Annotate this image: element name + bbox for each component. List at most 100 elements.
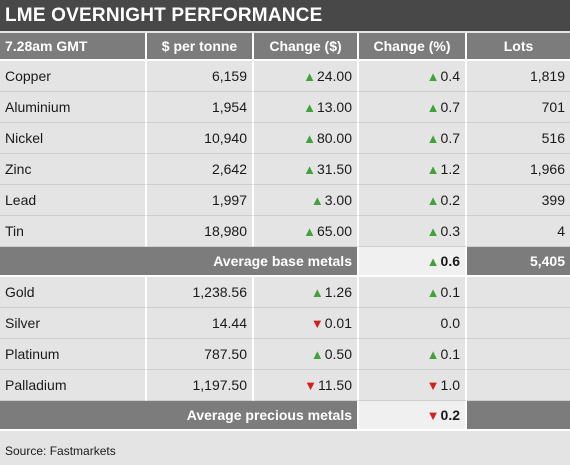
change-pct-value: 0.2 [440,192,460,208]
change-usd-cell: ▼11.50 [254,370,359,401]
change-usd-value: 24.00 [316,68,352,84]
change-usd-value: 80.00 [316,130,352,146]
change-pct-cell: ▲0.1 [359,277,467,308]
change-pct-value: 0.7 [440,99,460,115]
triangle-up-icon: ▲ [426,131,440,146]
change-usd-cell: ▲13.00 [254,92,359,123]
metal-row: Gold 1,238.56 ▲1.26 ▲0.1 [0,277,570,308]
price-value: 1,997 [147,185,254,216]
change-usd-cell: ▲1.26 [254,277,359,308]
performance-table: 7.28am GMT $ per tonne Change ($) Change… [0,33,570,431]
average-change-pct-cell: ▼0.2 [359,401,467,431]
triangle-up-icon: ▲ [426,347,440,362]
change-pct-value: 0.1 [440,284,460,300]
header-change-pct: Change (%) [359,33,467,61]
change-pct-value: 0.4 [440,68,460,84]
metal-name: Gold [0,277,147,308]
price-value: 1,197.50 [147,370,254,401]
triangle-up-icon: ▲ [303,162,316,177]
price-value: 14.44 [147,308,254,339]
precious-average-row-lots [467,401,570,431]
metal-row: Palladium 1,197.50 ▼11.50 ▼1.0 [0,370,570,401]
change-pct-cell: ▼1.0 [359,370,467,401]
header-price: $ per tonne [147,33,254,61]
lots-value [467,277,570,308]
price-value: 10,940 [147,123,254,154]
change-usd-cell: ▲80.00 [254,123,359,154]
change-usd-value: 65.00 [316,223,352,239]
metal-row: Tin 18,980 ▲65.00 ▲0.3 4 [0,216,570,247]
triangle-up-icon: ▲ [303,224,316,239]
change-pct-cell: ▲0.7 [359,92,467,123]
price-value: 6,159 [147,61,254,92]
header-time: 7.28am GMT [0,33,147,61]
metal-name: Zinc [0,154,147,185]
lots-value [467,339,570,370]
base-average-row-lots: 5,405 [467,247,570,277]
lots-value [467,308,570,339]
change-pct-value: 1.2 [440,161,460,177]
metal-row: Lead 1,997 ▲3.00 ▲0.2 399 [0,185,570,216]
price-value: 787.50 [147,339,254,370]
metal-name: Palladium [0,370,147,401]
base-average-row: Average base metals ▲0.6 5,405 [0,247,570,277]
source-note: Source: Fastmarkets [5,444,116,458]
lots-value: 1,966 [467,154,570,185]
change-usd-cell: ▲3.00 [254,185,359,216]
triangle-down-icon: ▼ [304,378,317,393]
triangle-up-icon: ▲ [426,285,440,300]
average-change-pct-cell: ▲0.6 [359,247,467,277]
triangle-up-icon: ▲ [303,100,316,115]
metal-name: Lead [0,185,147,216]
metal-name: Platinum [0,339,147,370]
triangle-up-icon: ▲ [426,162,440,177]
change-usd-cell: ▲24.00 [254,61,359,92]
base-average-row-label: Average base metals [0,247,359,277]
change-pct-cell: ▲0.4 [359,61,467,92]
change-usd-value: 31.50 [316,161,352,177]
change-usd-value: 0.01 [324,315,352,331]
lots-value: 399 [467,185,570,216]
metal-name: Aluminium [0,92,147,123]
change-usd-value: 3.00 [324,192,352,208]
change-usd-value: 11.50 [318,377,352,393]
header-row: 7.28am GMT $ per tonne Change ($) Change… [0,33,570,61]
metal-name: Silver [0,308,147,339]
triangle-up-icon: ▲ [426,69,440,84]
triangle-down-icon: ▼ [426,378,440,393]
change-pct-cell: ▲0.2 [359,185,467,216]
triangle-up-icon: ▲ [426,100,440,115]
average-change-pct-value: 0.2 [440,407,460,423]
change-pct-cell: ▲0.3 [359,216,467,247]
price-value: 1,954 [147,92,254,123]
precious-average-row: Average precious metals ▼0.2 [0,401,570,431]
change-pct-cell: 0.0 [359,308,467,339]
metal-name: Copper [0,61,147,92]
precious-average-row-label: Average precious metals [0,401,359,431]
metal-row: Copper 6,159 ▲24.00 ▲0.4 1,819 [0,61,570,92]
panel-title: LME OVERNIGHT PERFORMANCE [0,0,570,31]
price-value: 1,238.56 [147,277,254,308]
triangle-up-icon: ▲ [310,285,324,300]
change-pct-value: 0.0 [440,315,460,331]
change-pct-cell: ▲0.1 [359,339,467,370]
price-value: 18,980 [147,216,254,247]
average-change-pct-value: 0.6 [440,253,460,269]
lots-value: 1,819 [467,61,570,92]
change-usd-cell: ▲31.50 [254,154,359,185]
triangle-up-icon: ▲ [303,131,316,146]
lots-value: 516 [467,123,570,154]
change-usd-value: 13.00 [316,99,352,115]
metal-row: Nickel 10,940 ▲80.00 ▲0.7 516 [0,123,570,154]
change-pct-value: 0.1 [440,346,460,362]
change-pct-value: 0.3 [440,223,460,239]
change-pct-cell: ▲0.7 [359,123,467,154]
lots-value [467,370,570,401]
header-change-usd: Change ($) [254,33,359,61]
metal-row: Aluminium 1,954 ▲13.00 ▲0.7 701 [0,92,570,123]
metal-name: Tin [0,216,147,247]
metal-row: Platinum 787.50 ▲0.50 ▲0.1 [0,339,570,370]
triangle-up-icon: ▲ [426,193,440,208]
triangle-up-icon: ▲ [426,254,440,269]
